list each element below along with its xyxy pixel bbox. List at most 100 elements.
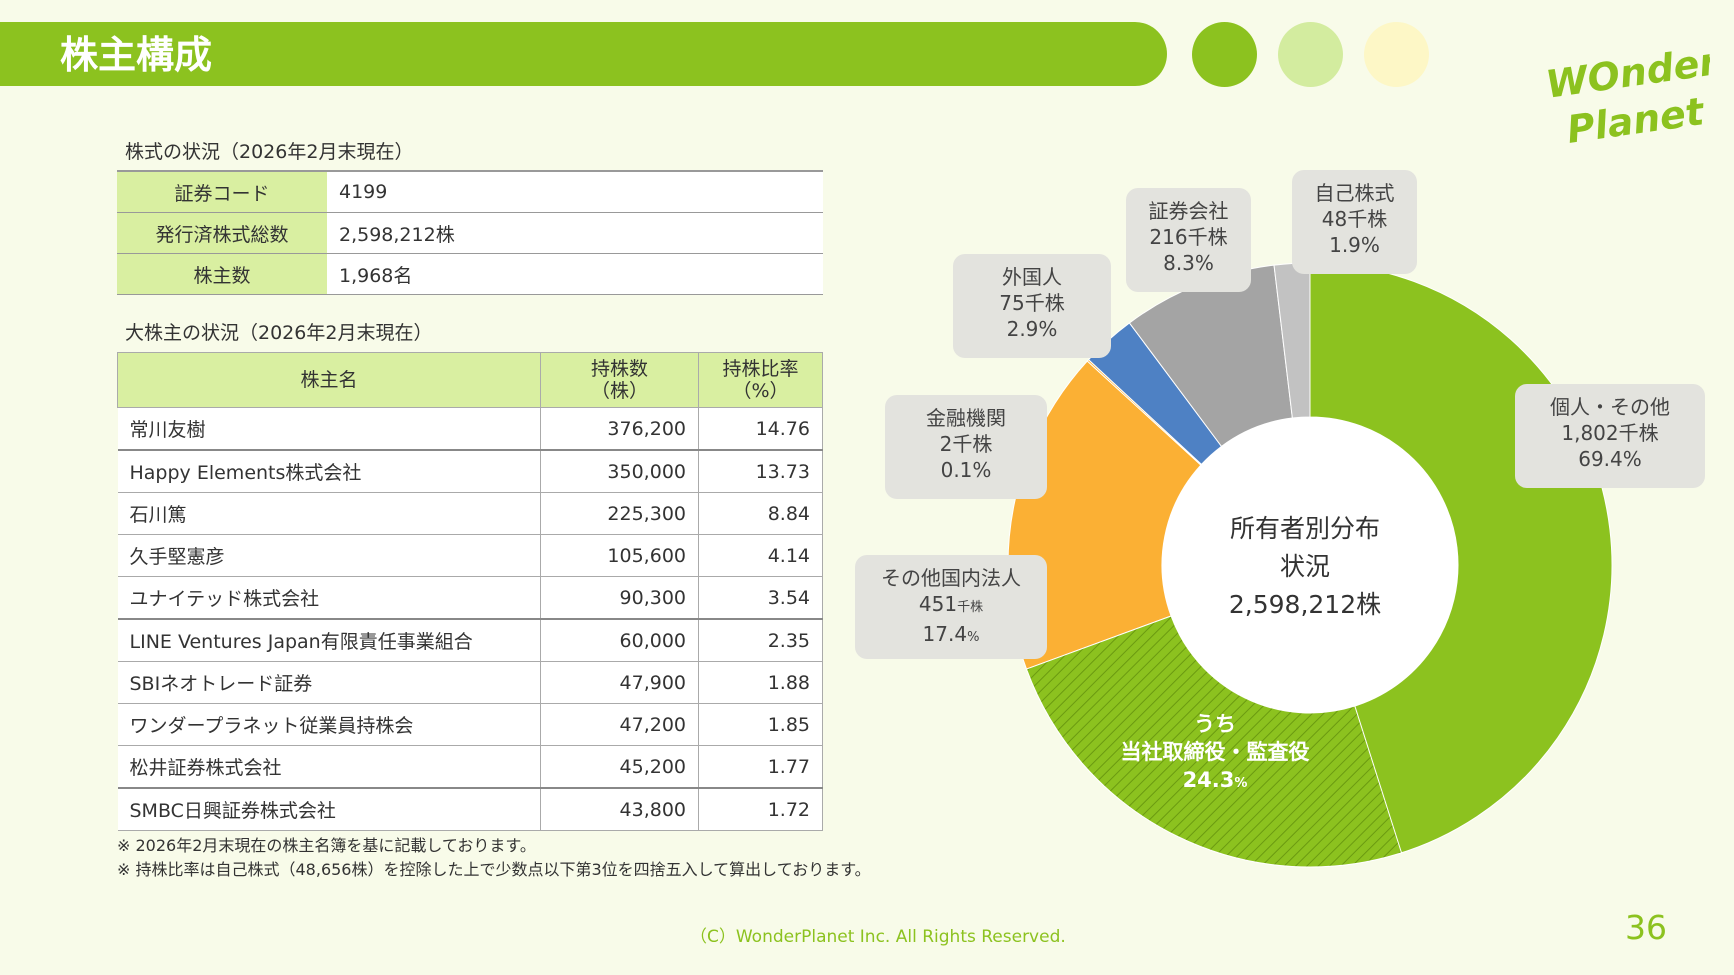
- label-individual-percent: 69.4%: [1578, 447, 1642, 471]
- domestic-corp-percent-value: 17.4: [922, 622, 968, 646]
- ratio-cell: 1.72: [698, 787, 823, 831]
- table-row: Happy Elements株式会社 350,000 13.73: [117, 449, 823, 493]
- shareholder-name-cell: 松井証券株式会社: [117, 745, 541, 789]
- shares-cell: 350,000: [540, 449, 699, 493]
- shareholder-name-cell: LINE Ventures Japan有限責任事業組合: [117, 618, 541, 662]
- label-foreign-percent: 2.9%: [1006, 317, 1058, 341]
- ratio-cell: 13.73: [698, 449, 823, 493]
- shareholder-count-label: 株主数: [117, 253, 327, 295]
- label-domestic-corp-shares: 451千株: [863, 591, 1039, 621]
- decor-dot-green: [1192, 22, 1257, 87]
- table-row: 証券コード 4199: [117, 170, 823, 213]
- note-1: ※ 2026年2月末現在の株主名簿を基に記載しております。: [117, 836, 536, 855]
- label-securities-percent: 8.3%: [1163, 251, 1214, 275]
- shareholder-name-cell: ユナイテッド株式会社: [117, 576, 541, 620]
- note-2: ※ 持株比率は自己株式（48,656株）を控除した上で少数点以下第3位を四捨五入…: [117, 860, 871, 879]
- shares-cell: 47,200: [540, 703, 699, 746]
- label-foreign: 外国人 75千株 2.9%: [953, 254, 1111, 358]
- shares-cell: 225,300: [540, 492, 699, 535]
- table-row: 常川友樹 376,200 14.76: [117, 407, 823, 451]
- label-treasury-shares: 48千株: [1321, 207, 1388, 231]
- ratio-cell: 4.14: [698, 534, 823, 577]
- label-individual: 個人・その他 1,802千株 69.4%: [1515, 384, 1705, 488]
- ratio-cell: 14.76: [698, 407, 823, 451]
- shareholder-name-cell: Happy Elements株式会社: [117, 449, 541, 493]
- major-shareholders-table: 株主名 持株数 （株） 持株比率 （%） 常川友樹 376,200 14.76 Hap…: [117, 352, 823, 831]
- label-domestic-corp-name: その他国内法人: [881, 566, 1021, 590]
- table-row: 久手堅憲彦 105,600 4.14: [117, 534, 823, 577]
- col-header-ratio: 持株比率 （%）: [698, 352, 823, 408]
- directors-segment-label: うち 当社取締役・監査役 24.3%: [1090, 710, 1340, 798]
- shares-cell: 376,200: [540, 407, 699, 451]
- table-row: ワンダープラネット従業員持株会 47,200 1.85: [117, 703, 823, 746]
- table-row: 石川篤 225,300 8.84: [117, 492, 823, 535]
- table-row: SMBC日興証券株式会社 43,800 1.72: [117, 787, 823, 831]
- label-individual-name: 個人・その他: [1550, 395, 1670, 419]
- stock-code-value: 4199: [327, 170, 823, 213]
- shareholder-name-cell: 久手堅憲彦: [117, 534, 541, 577]
- issued-shares-label: 発行済株式総数: [117, 212, 327, 254]
- label-financial-shares: 2千株: [939, 432, 993, 456]
- table-row: 松井証券株式会社 45,200 1.77: [117, 745, 823, 789]
- center-label-line2: 状況: [1279, 552, 1330, 581]
- decor-dot-yellow: [1364, 22, 1429, 87]
- donut-slice-5: [1273, 262, 1311, 419]
- ratio-cell: 1.88: [698, 661, 823, 704]
- directors-label-line1: うち: [1194, 712, 1236, 736]
- directors-label-percent: 24.3%: [1090, 766, 1340, 798]
- domestic-corp-percent-unit: %: [967, 630, 980, 645]
- shares-cell: 45,200: [540, 745, 699, 789]
- table-row: LINE Ventures Japan有限責任事業組合 60,000 2.35: [117, 618, 823, 662]
- table-row: 株主数 1,968名: [117, 253, 823, 295]
- shares-cell: 90,300: [540, 576, 699, 620]
- table-header-row: 株主名 持株数 （株） 持株比率 （%）: [117, 352, 823, 408]
- shareholder-name-cell: ワンダープラネット従業員持株会: [117, 703, 541, 746]
- table-row: ユナイテッド株式会社 90,300 3.54: [117, 576, 823, 620]
- shares-cell: 47,900: [540, 661, 699, 704]
- chart-center-label: 所有者別分布 状況 2,598,212株: [1180, 510, 1430, 624]
- label-foreign-name: 外国人: [1002, 265, 1062, 289]
- donut-slice-2: [1086, 358, 1203, 466]
- stock-status-title: 株式の状況（2026年2月末現在）: [125, 141, 414, 163]
- center-label-line1: 所有者別分布: [1229, 514, 1380, 543]
- major-shareholders-title: 大株主の状況（2026年2月末現在）: [125, 322, 433, 344]
- label-financial: 金融機関 2千株 0.1%: [885, 395, 1047, 499]
- label-foreign-shares: 75千株: [999, 291, 1065, 315]
- label-treasury-name: 自己株式: [1314, 181, 1395, 205]
- directors-percent-unit: %: [1234, 776, 1248, 791]
- table-row: 発行済株式総数 2,598,212株: [117, 212, 823, 254]
- shareholder-name-cell: SBIネオトレード証券: [117, 661, 541, 704]
- shares-cell: 105,600: [540, 534, 699, 577]
- label-financial-percent: 0.1%: [940, 458, 992, 482]
- ratio-cell: 1.85: [698, 703, 823, 746]
- label-treasury: 自己株式 48千株 1.9%: [1292, 170, 1417, 274]
- label-domestic-corp-percent: 17.4%: [863, 621, 1039, 651]
- label-securities: 証券会社 216千株 8.3%: [1126, 188, 1251, 292]
- label-financial-name: 金融機関: [926, 406, 1006, 430]
- shares-cell: 60,000: [540, 618, 699, 662]
- domestic-corp-shares-unit: 千株: [957, 600, 984, 615]
- col-header-shares: 持株数 （株）: [540, 352, 699, 408]
- issued-shares-value: 2,598,212株: [327, 212, 823, 254]
- decor-dot-lightgreen: [1278, 22, 1343, 87]
- directors-percent-value: 24.3: [1182, 768, 1235, 792]
- table-row: SBIネオトレード証券 47,900 1.88: [117, 661, 823, 704]
- ratio-cell: 3.54: [698, 576, 823, 620]
- ratio-cell: 2.35: [698, 618, 823, 662]
- donut-slice-4: [1128, 264, 1293, 448]
- ratio-cell: 8.84: [698, 492, 823, 535]
- page-title: 株主構成: [60, 33, 213, 77]
- directors-label-line2: 当社取締役・監査役: [1120, 740, 1310, 764]
- stock-code-label: 証券コード: [117, 170, 327, 213]
- label-securities-name: 証券会社: [1148, 199, 1229, 223]
- shares-cell: 43,800: [540, 787, 699, 831]
- col-header-name: 株主名: [117, 352, 541, 408]
- label-individual-shares: 1,802千株: [1561, 421, 1659, 445]
- shareholder-name-cell: 常川友樹: [117, 407, 541, 451]
- center-label-total: 2,598,212株: [1228, 590, 1382, 619]
- footer-copyright: （C）WonderPlanet Inc. All Rights Reserved…: [690, 927, 1066, 947]
- ratio-cell: 1.77: [698, 745, 823, 789]
- page-number: 36: [1625, 908, 1667, 947]
- shareholder-count-value: 1,968名: [327, 253, 823, 295]
- label-securities-shares: 216千株: [1149, 225, 1228, 249]
